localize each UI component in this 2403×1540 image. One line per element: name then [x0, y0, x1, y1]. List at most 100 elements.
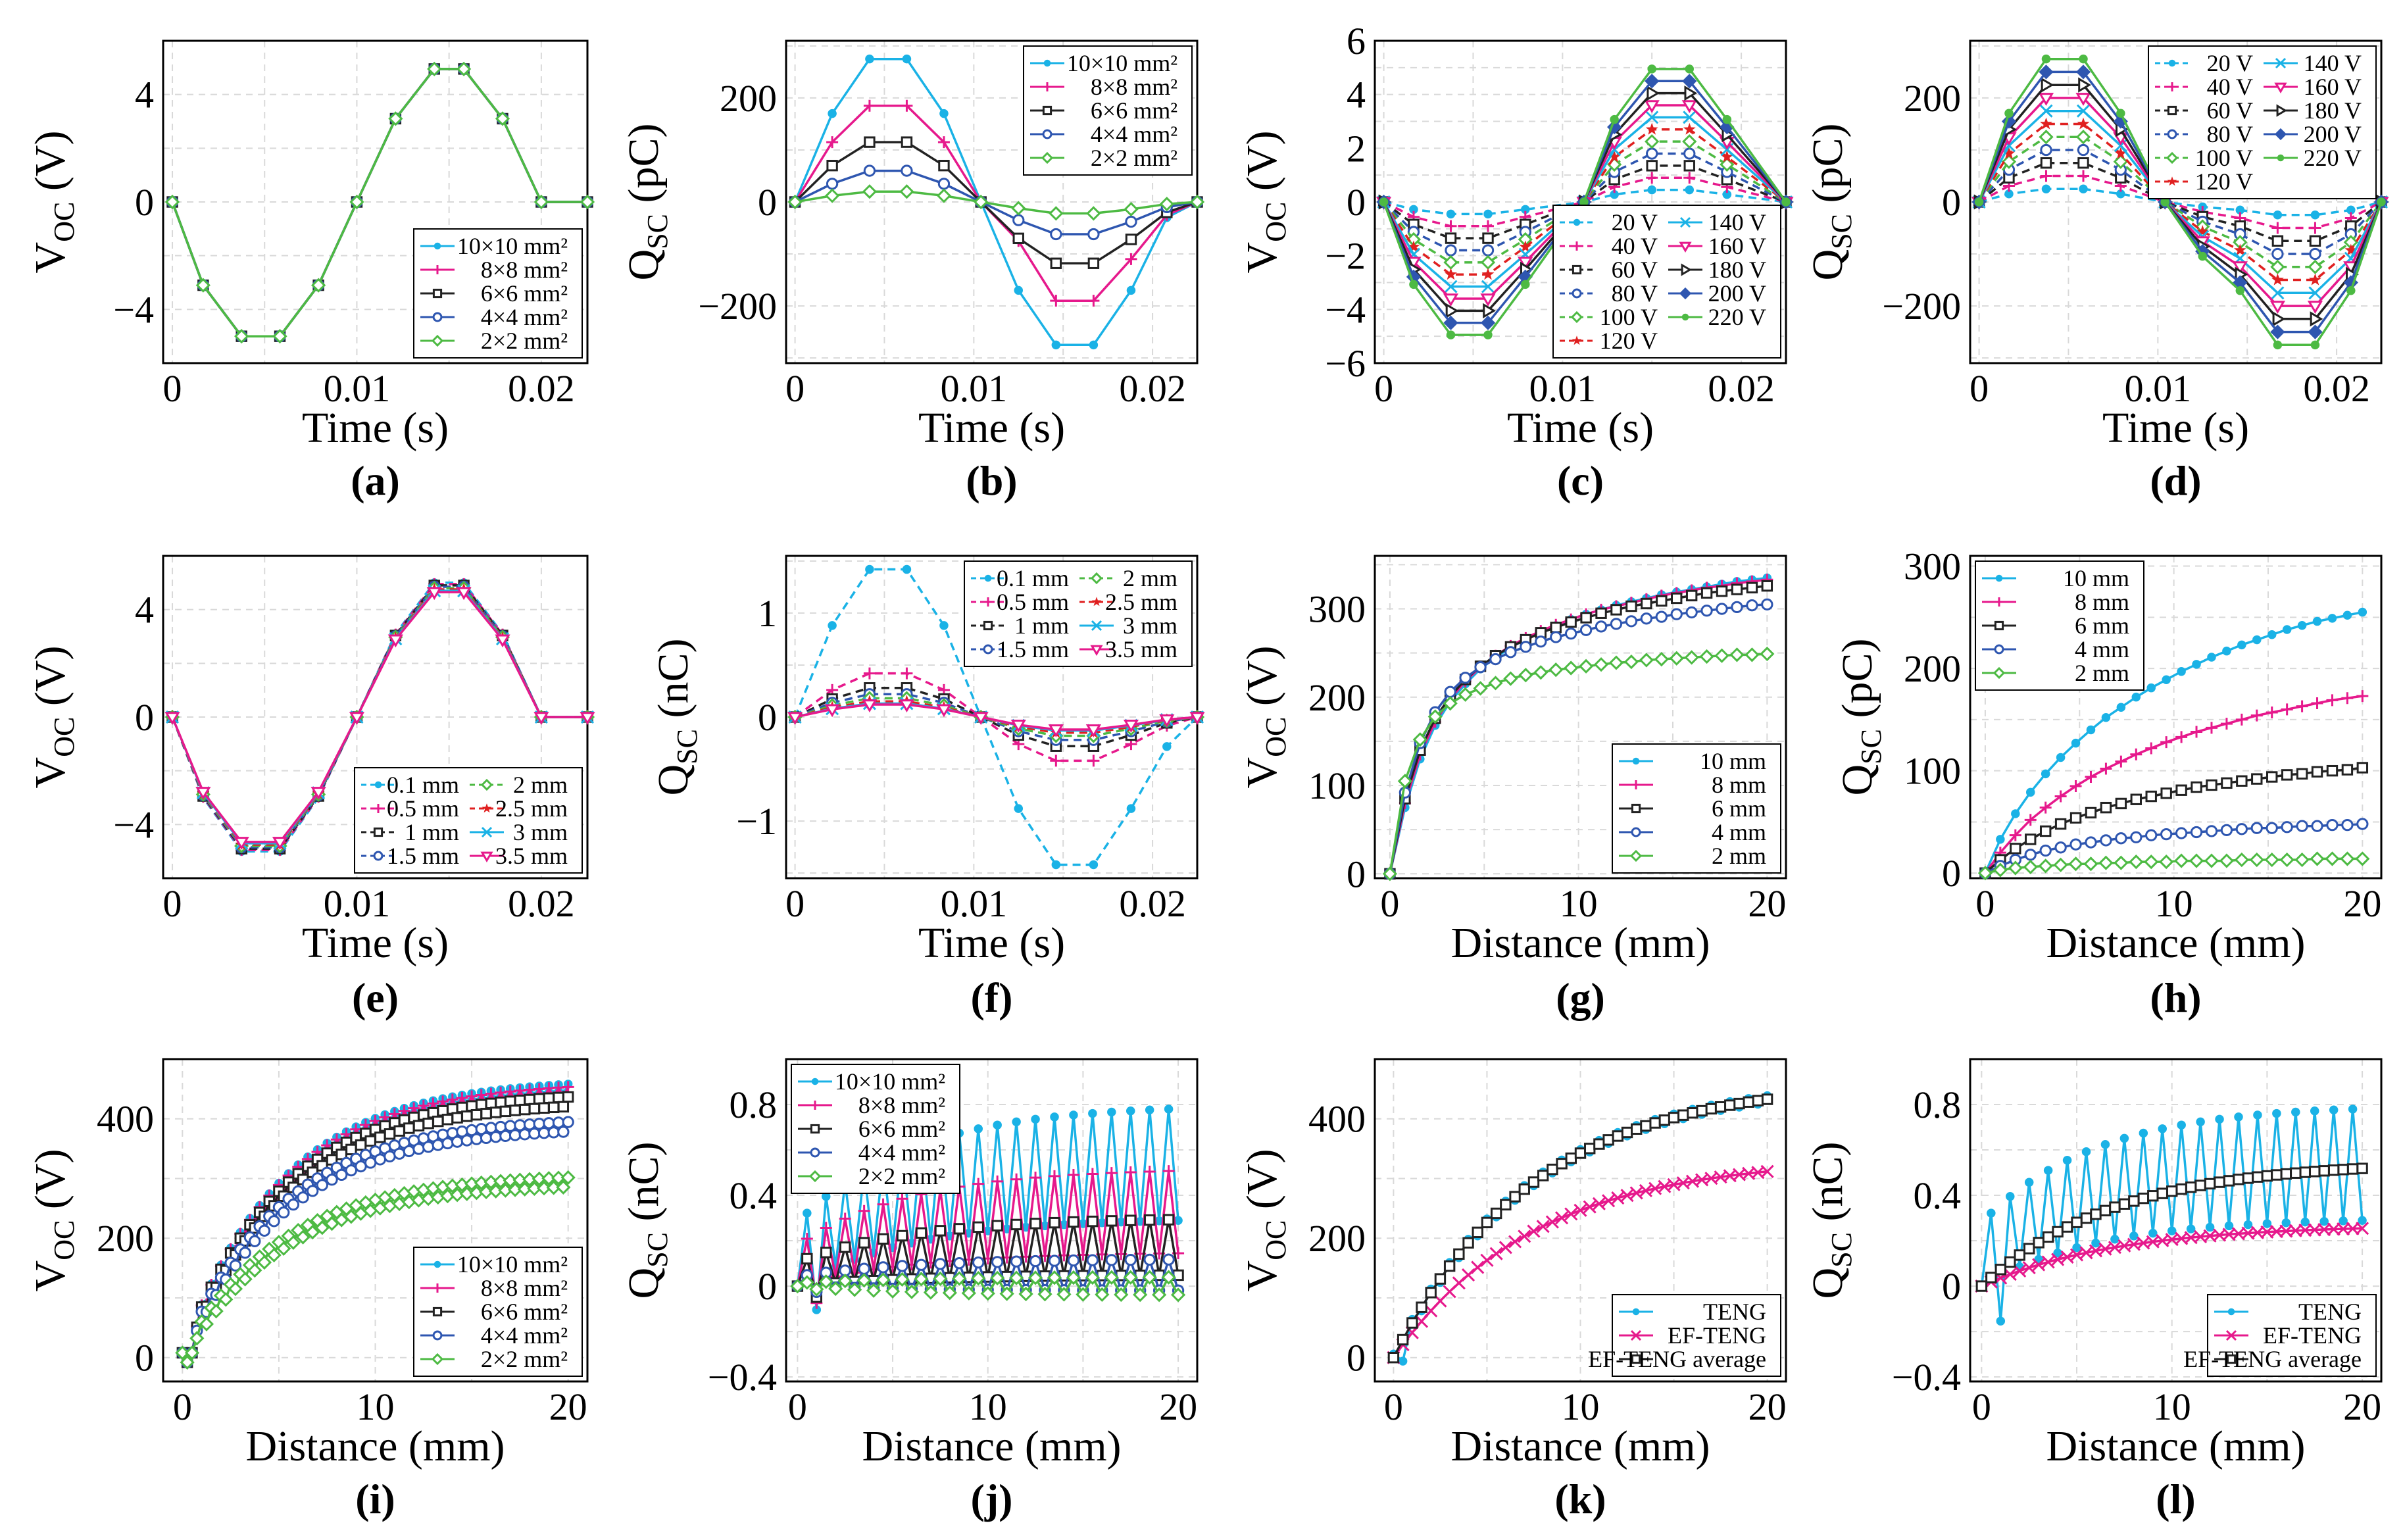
data-point [934, 1225, 947, 1237]
data-point [991, 1175, 1004, 1187]
series-line [793, 57, 1198, 347]
data-point [2160, 787, 2172, 799]
data-point [1014, 286, 1024, 295]
data-point [1621, 1126, 1633, 1139]
data-point [538, 1102, 550, 1114]
y-axis-label: VOC (V) [1238, 646, 1292, 789]
data-point [2341, 764, 2354, 776]
data-point [1625, 615, 1638, 628]
panel-label: (i) [355, 1476, 395, 1522]
data-point [934, 1258, 947, 1270]
data-point [1459, 672, 1472, 684]
data-point [865, 564, 874, 574]
legend-label: 8 mm [2075, 589, 2129, 615]
data-point [1646, 147, 1658, 160]
data-point [828, 1281, 843, 1297]
y-tick-label: 400 [1308, 1098, 1366, 1141]
y-tick-label: −6 [1325, 342, 1366, 385]
y-tick-label: 0 [135, 181, 154, 224]
panel-label: (f) [971, 974, 1013, 1021]
y-tick-label: 0 [1942, 1265, 1961, 1308]
legend-entry: 2×2 mm² [798, 1163, 945, 1189]
x-tick-label: 0 [1972, 1385, 1991, 1428]
series-2-2-mm- [164, 61, 595, 344]
data-point [2339, 1216, 2348, 1226]
data-point [556, 1180, 571, 1195]
legend-entry: 8×8 mm² [420, 1275, 568, 1301]
data-point [1379, 197, 1389, 207]
y-axis-subscript: OC [48, 717, 80, 757]
data-point [2243, 1220, 2253, 1230]
data-point [2040, 157, 2052, 169]
data-point [2214, 1176, 2225, 1188]
data-point [495, 634, 510, 648]
legend-entry: 6×6 mm² [1030, 97, 1177, 124]
data-point [2043, 1166, 2053, 1175]
data-point [2052, 1226, 2064, 1238]
legend-entry: 4 mm [1982, 636, 2129, 662]
data-point [1482, 220, 1495, 232]
legend-label: 60 V [2207, 97, 2253, 124]
data-point [2085, 771, 2097, 783]
data-point [1056, 1287, 1072, 1302]
data-point [2215, 1114, 2224, 1124]
y-axis-label: VOC (V) [1238, 1149, 1292, 1292]
legend-label: 2×2 mm² [1091, 145, 1177, 171]
data-point [1445, 244, 1457, 257]
x-axis-label: Time (s) [302, 404, 449, 452]
data-point [865, 54, 874, 64]
data-point [990, 1270, 1005, 1285]
y-tick-label: 200 [1308, 676, 1366, 719]
data-point [485, 1087, 497, 1100]
data-point [2077, 170, 2090, 182]
legend-label: 10 mm [1700, 748, 1766, 774]
y-axis-unit: (V) [1238, 1149, 1286, 1220]
series-line [1978, 97, 2383, 307]
data-point [858, 1205, 870, 1217]
data-point [426, 587, 442, 601]
series-line [171, 68, 587, 337]
data-point [2281, 821, 2293, 833]
legend-label: 100 V [2195, 145, 2253, 171]
legend-label: 6 mm [1712, 795, 1766, 822]
data-point [2011, 809, 2020, 818]
legend-entry: 4×4 mm² [798, 1139, 945, 1166]
data-point [1977, 866, 1993, 881]
data-point [961, 1285, 976, 1301]
data-point [2251, 773, 2263, 785]
y-axis-label: VOC (V) [26, 131, 80, 274]
data-point [2042, 1231, 2054, 1243]
y-axis-subscript: OC [1260, 1220, 1292, 1260]
data-point [2221, 777, 2233, 789]
data-point [866, 1283, 881, 1298]
data-point [1087, 295, 1100, 307]
data-point [2131, 692, 2141, 702]
data-point [1578, 658, 1594, 674]
data-point [1527, 1176, 1540, 1188]
y-axis-symbol: V [26, 242, 74, 274]
data-point [826, 178, 839, 190]
data-point [1724, 1099, 1736, 1111]
panel-label: (g) [1556, 974, 1605, 1021]
legend-entry: TENG [2214, 1299, 2362, 1325]
data-point [1503, 671, 1518, 686]
data-point [547, 1126, 560, 1139]
data-point [1519, 240, 1532, 253]
data-point [2234, 1112, 2243, 1122]
data-point [1059, 1220, 1069, 1230]
data-point [272, 837, 288, 850]
data-point [1602, 1194, 1616, 1208]
series-2-2-mm- [175, 1170, 576, 1370]
data-point [1170, 1287, 1186, 1303]
data-point [991, 1256, 1004, 1268]
data-point [195, 278, 211, 293]
data-point [2083, 857, 2098, 872]
data-point [2116, 703, 2126, 712]
data-point [1574, 1147, 1587, 1159]
data-point [1481, 268, 1495, 280]
data-point [2266, 707, 2278, 718]
data-point [451, 1112, 463, 1124]
data-point [1143, 1214, 1156, 1226]
